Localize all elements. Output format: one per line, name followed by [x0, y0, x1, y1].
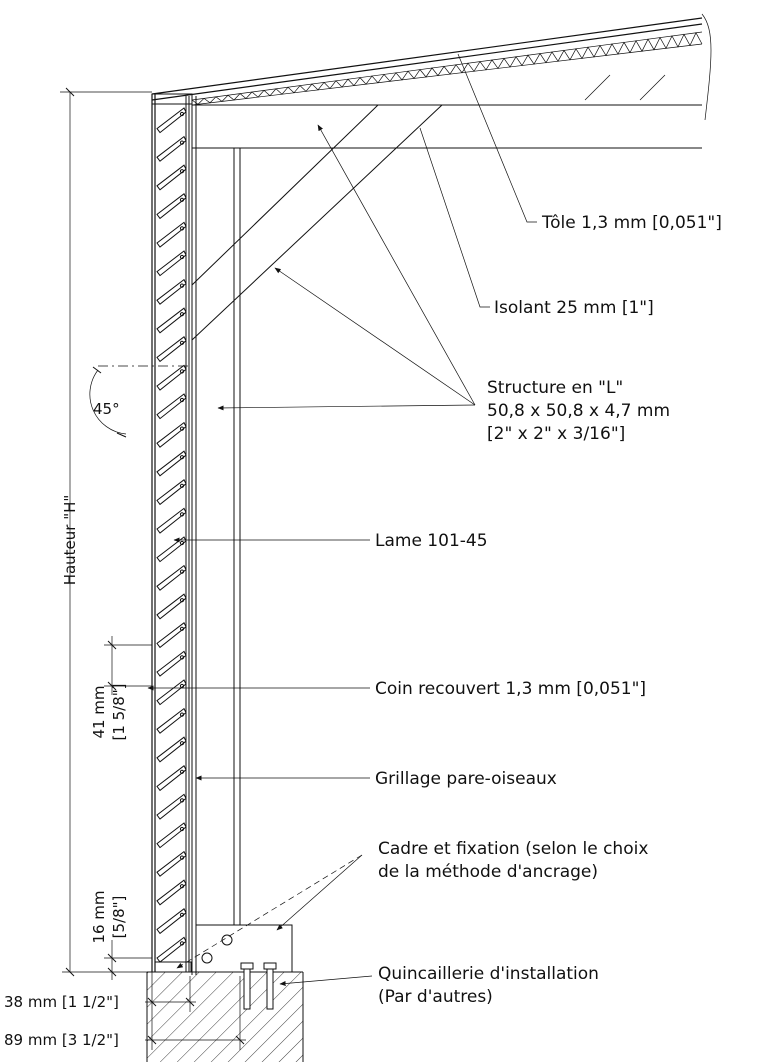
- label-base-mm: 16 mm: [90, 890, 108, 943]
- louver-blade: [156, 364, 187, 391]
- label-angle: 45°: [93, 400, 120, 418]
- louver-hook: [179, 826, 185, 832]
- dimension-labels: 45° Hauteur "H" 41 mm [1 5/8"] 16 mm [5/…: [4, 400, 128, 1049]
- louver-hook: [179, 455, 185, 460]
- louver-hook: [179, 941, 185, 946]
- louver-blade: [156, 879, 187, 906]
- louver-blade: [156, 564, 187, 591]
- louver-hook: [179, 483, 185, 488]
- louver-hook: [179, 798, 185, 803]
- louver-wall: [151, 93, 193, 972]
- louver-blade: [156, 221, 187, 248]
- louver-hook: [179, 769, 185, 774]
- louver-hook: [179, 512, 185, 517]
- louver-hook: [179, 912, 185, 917]
- louver-blade: [156, 793, 187, 820]
- louver-hook: [179, 254, 185, 260]
- callout-lines: [147, 53, 537, 987]
- angle-structure: [191, 96, 443, 975]
- louver-hook: [179, 340, 185, 345]
- louver-hook: [179, 397, 185, 403]
- louver-hook: [179, 598, 185, 603]
- louver-hook: [179, 169, 185, 174]
- louver-blade: [156, 164, 187, 191]
- louver-blade: [156, 107, 187, 134]
- label-structure-3: [2" x 2" x 3/16"]: [487, 424, 625, 444]
- louver-blade: [156, 593, 187, 620]
- louver-hook: [179, 197, 185, 202]
- label-base-in: [5/8"]: [110, 896, 128, 939]
- louver-blade: [156, 421, 187, 448]
- louver-hook: [179, 369, 185, 374]
- louver-hook: [179, 741, 185, 746]
- louver-hook: [179, 855, 185, 860]
- louver-blade: [156, 336, 187, 363]
- louver-blade: [156, 250, 187, 277]
- label-hauteur: Hauteur "H": [61, 495, 79, 586]
- louver-blade: [156, 479, 187, 506]
- louver-blade: [156, 135, 187, 162]
- louver-hook: [179, 283, 185, 288]
- concrete-base: [146, 971, 304, 1062]
- louver-blade: [156, 307, 187, 334]
- louver-blade: [156, 278, 187, 305]
- louver-blade: [156, 507, 187, 534]
- label-quincaillerie-1: Quincaillerie d'installation: [378, 964, 599, 984]
- label-cadre-1: Cadre et fixation (selon le choix: [378, 839, 648, 859]
- louver-hook: [179, 683, 185, 689]
- label-coin: Coin recouvert 1,3 mm [0,051"]: [375, 679, 646, 699]
- louver-hook: [179, 312, 185, 317]
- label-width-89: 89 mm [3 1/2"]: [4, 1031, 119, 1049]
- louver-blade: [156, 822, 187, 849]
- louver-hook: [179, 426, 185, 431]
- louver-hook: [179, 111, 185, 117]
- roof-panel: [151, 13, 712, 149]
- label-grillage: Grillage pare-oiseaux: [375, 769, 557, 789]
- louver-blade: [156, 936, 187, 963]
- label-width-38: 38 mm [1 1/2"]: [4, 993, 119, 1011]
- louver-hook: [179, 540, 185, 546]
- louver-blade: [156, 679, 187, 706]
- dimension-lines: [60, 87, 246, 1050]
- louver-blade: [156, 536, 187, 563]
- label-pitch-mm: 41 mm: [90, 685, 108, 738]
- label-pitch-in: [1 5/8"]: [110, 683, 128, 740]
- louver-hook: [179, 626, 185, 631]
- louver-blade: [156, 736, 187, 763]
- label-structure-1: Structure en "L": [487, 378, 623, 398]
- louver-hook: [179, 655, 185, 660]
- louver-hook: [179, 226, 185, 231]
- anchor-bolts: [240, 962, 277, 1010]
- louver-blade: [156, 393, 187, 420]
- louver-blade: [156, 650, 187, 677]
- louver-hook: [179, 712, 185, 717]
- insulation-zigzag: [191, 32, 703, 105]
- louver-blade: [156, 850, 187, 877]
- louver-blade: [156, 765, 187, 792]
- label-cadre-2: de la méthode d'ancrage): [378, 862, 598, 882]
- callout-labels: Tôle 1,3 mm [0,051"] Isolant 25 mm [1"] …: [375, 213, 722, 1007]
- louver-blade: [156, 193, 187, 220]
- label-isolant: Isolant 25 mm [1"]: [494, 298, 654, 318]
- louver-hook: [179, 569, 185, 574]
- louver-blade: [156, 908, 187, 935]
- louver-blade: [156, 450, 187, 477]
- label-lame: Lame 101-45: [375, 531, 488, 551]
- label-structure-2: 50,8 x 50,8 x 4,7 mm: [487, 401, 670, 421]
- label-tole: Tôle 1,3 mm [0,051"]: [541, 213, 722, 233]
- louver-hook: [179, 884, 185, 889]
- label-quincaillerie-2: (Par d'autres): [378, 987, 493, 1007]
- louver-blade: [156, 622, 187, 649]
- louver-hook: [179, 140, 185, 145]
- louver-blade: [156, 707, 187, 734]
